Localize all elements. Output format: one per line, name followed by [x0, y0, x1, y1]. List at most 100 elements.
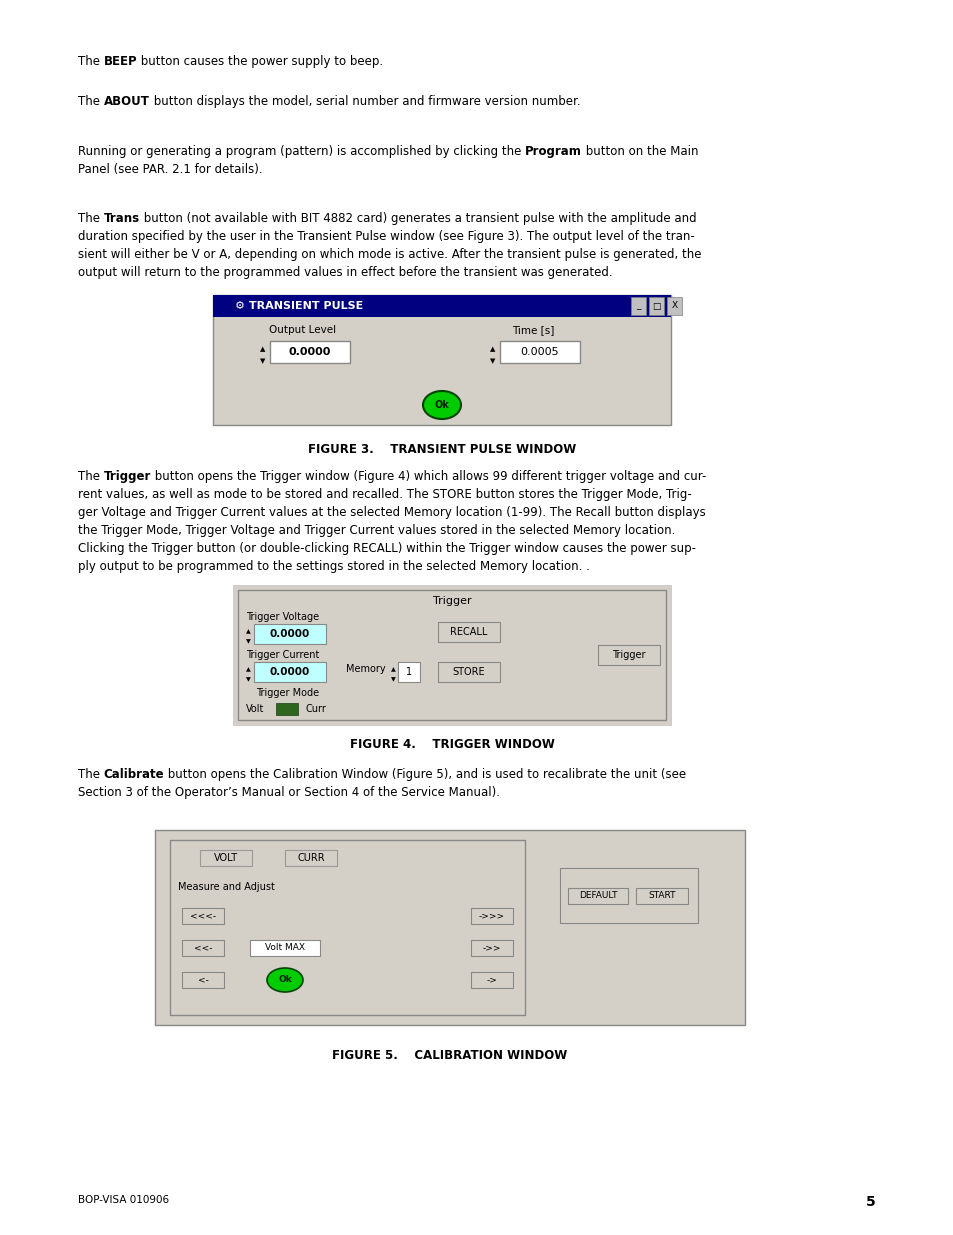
FancyBboxPatch shape — [154, 830, 744, 1025]
FancyBboxPatch shape — [630, 296, 645, 315]
FancyBboxPatch shape — [471, 972, 513, 988]
FancyBboxPatch shape — [213, 295, 670, 425]
Text: The: The — [78, 212, 104, 225]
Text: 0.0000: 0.0000 — [289, 347, 331, 357]
Text: 0.0000: 0.0000 — [270, 629, 310, 638]
FancyBboxPatch shape — [270, 341, 350, 363]
Text: The: The — [78, 56, 104, 68]
Text: ->>>: ->>> — [478, 911, 504, 920]
Text: ▲: ▲ — [490, 346, 496, 352]
FancyBboxPatch shape — [636, 888, 687, 904]
Text: Panel (see PAR. 2.1 for details).: Panel (see PAR. 2.1 for details). — [78, 163, 262, 177]
FancyBboxPatch shape — [471, 908, 513, 924]
Text: □: □ — [652, 301, 660, 310]
Text: DEFAULT: DEFAULT — [578, 892, 617, 900]
Ellipse shape — [422, 391, 460, 419]
Text: Trigger: Trigger — [433, 597, 471, 606]
Text: Section 3 of the Operator’s Manual or Section 4 of the Service Manual).: Section 3 of the Operator’s Manual or Se… — [78, 785, 499, 799]
Text: ABOUT: ABOUT — [104, 95, 150, 107]
FancyBboxPatch shape — [182, 940, 224, 956]
Text: 1: 1 — [406, 667, 412, 677]
FancyBboxPatch shape — [559, 868, 698, 923]
Text: ⚙ TRANSIENT PULSE: ⚙ TRANSIENT PULSE — [234, 301, 363, 311]
Text: duration specified by the user in the Transient Pulse window (see Figure 3). The: duration specified by the user in the Tr… — [78, 230, 694, 243]
Text: FIGURE 5.    CALIBRATION WINDOW: FIGURE 5. CALIBRATION WINDOW — [332, 1049, 567, 1062]
Text: button displays the model, serial number and firmware version number.: button displays the model, serial number… — [150, 95, 579, 107]
Text: ▲: ▲ — [245, 667, 250, 673]
Text: the Trigger Mode, Trigger Voltage and Trigger Current values stored in the selec: the Trigger Mode, Trigger Voltage and Tr… — [78, 524, 675, 537]
Text: 0.0000: 0.0000 — [270, 667, 310, 677]
FancyBboxPatch shape — [437, 622, 499, 642]
Text: Output Level: Output Level — [269, 325, 336, 335]
FancyBboxPatch shape — [648, 296, 663, 315]
FancyBboxPatch shape — [499, 341, 579, 363]
FancyBboxPatch shape — [567, 888, 627, 904]
Text: Volt MAX: Volt MAX — [265, 944, 305, 952]
Text: ▼: ▼ — [245, 640, 250, 645]
Text: button opens the Calibration Window (Figure 5), and is used to recalibrate the u: button opens the Calibration Window (Fig… — [164, 768, 686, 781]
FancyBboxPatch shape — [275, 703, 297, 715]
FancyBboxPatch shape — [170, 840, 524, 1015]
Text: Trigger Mode: Trigger Mode — [255, 688, 319, 698]
Text: rent values, as well as mode to be stored and recalled. The STORE button stores : rent values, as well as mode to be store… — [78, 488, 691, 501]
Text: button (not available with BIT 4882 card) generates a transient pulse with the a: button (not available with BIT 4882 card… — [140, 212, 696, 225]
Text: Trigger: Trigger — [104, 471, 151, 483]
Text: ▲: ▲ — [245, 630, 250, 635]
Ellipse shape — [267, 968, 303, 992]
Text: Trigger: Trigger — [612, 650, 645, 659]
Text: ▼: ▼ — [490, 358, 496, 364]
FancyBboxPatch shape — [233, 585, 670, 725]
FancyBboxPatch shape — [253, 662, 326, 682]
Text: output will return to the programmed values in effect before the transient was g: output will return to the programmed val… — [78, 266, 612, 279]
Text: Clicking the Trigger button (or double-clicking RECALL) within the Trigger windo: Clicking the Trigger button (or double-c… — [78, 542, 696, 555]
Text: Trigger Current: Trigger Current — [246, 650, 319, 659]
Text: BEEP: BEEP — [104, 56, 137, 68]
Text: Trigger Voltage: Trigger Voltage — [246, 613, 319, 622]
Text: Memory: Memory — [346, 664, 385, 674]
FancyBboxPatch shape — [182, 972, 224, 988]
Text: Curr: Curr — [306, 704, 327, 714]
Text: START: START — [648, 892, 675, 900]
Text: button opens the Trigger window (Figure 4) which allows 99 different trigger vol: button opens the Trigger window (Figure … — [151, 471, 706, 483]
Text: CURR: CURR — [297, 853, 324, 863]
FancyBboxPatch shape — [237, 590, 665, 720]
Text: ger Voltage and Trigger Current values at the selected Memory location (1-99). T: ger Voltage and Trigger Current values a… — [78, 506, 705, 519]
Text: <<-: <<- — [193, 944, 212, 952]
Text: ->: -> — [486, 976, 497, 984]
FancyBboxPatch shape — [250, 940, 319, 956]
FancyBboxPatch shape — [285, 850, 336, 866]
Text: sient will either be V or A, depending on which mode is active. After the transi: sient will either be V or A, depending o… — [78, 248, 700, 261]
FancyBboxPatch shape — [471, 940, 513, 956]
Text: Trans: Trans — [104, 212, 140, 225]
Text: _: _ — [636, 301, 640, 310]
FancyBboxPatch shape — [182, 908, 224, 924]
Text: <-: <- — [197, 976, 208, 984]
Text: <<<-: <<<- — [190, 911, 215, 920]
FancyBboxPatch shape — [213, 295, 670, 317]
Text: 0.0005: 0.0005 — [520, 347, 558, 357]
Text: ▲: ▲ — [390, 667, 395, 673]
Text: Ok: Ok — [278, 976, 292, 984]
Text: VOLT: VOLT — [213, 853, 238, 863]
FancyBboxPatch shape — [200, 850, 252, 866]
FancyBboxPatch shape — [666, 296, 681, 315]
Text: button causes the power supply to beep.: button causes the power supply to beep. — [137, 56, 383, 68]
Text: FIGURE 4.    TRIGGER WINDOW: FIGURE 4. TRIGGER WINDOW — [349, 739, 554, 751]
Text: button on the Main: button on the Main — [581, 144, 698, 158]
Text: ▲: ▲ — [260, 346, 265, 352]
Text: Ok: Ok — [435, 400, 449, 410]
Text: ply output to be programmed to the settings stored in the selected Memory locati: ply output to be programmed to the setti… — [78, 559, 589, 573]
Text: X: X — [671, 301, 677, 310]
Text: 5: 5 — [865, 1195, 875, 1209]
Text: The: The — [78, 95, 104, 107]
Text: ▼: ▼ — [260, 358, 265, 364]
Text: The: The — [78, 768, 104, 781]
Text: ->>: ->> — [482, 944, 500, 952]
Text: STORE: STORE — [453, 667, 485, 677]
Text: Volt: Volt — [246, 704, 264, 714]
Text: Calibrate: Calibrate — [104, 768, 164, 781]
FancyBboxPatch shape — [598, 645, 659, 664]
Text: RECALL: RECALL — [450, 627, 487, 637]
Text: Program: Program — [524, 144, 581, 158]
Text: Running or generating a program (pattern) is accomplished by clicking the: Running or generating a program (pattern… — [78, 144, 524, 158]
